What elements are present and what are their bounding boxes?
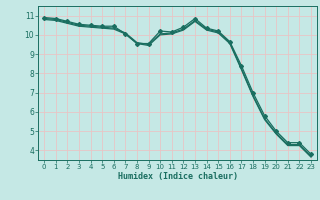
X-axis label: Humidex (Indice chaleur): Humidex (Indice chaleur) [118, 172, 238, 181]
